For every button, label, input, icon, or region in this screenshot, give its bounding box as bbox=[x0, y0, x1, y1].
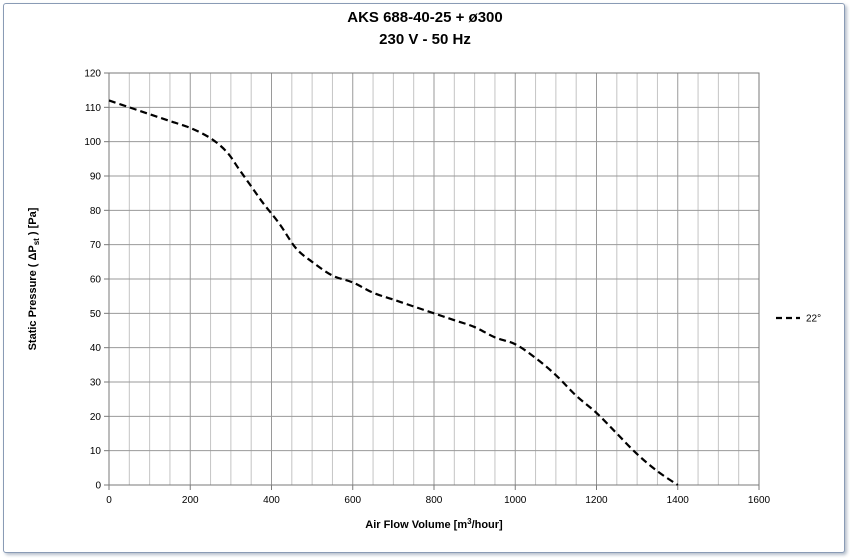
legend-label-22deg: 22° bbox=[806, 314, 821, 325]
x-tick-label: 400 bbox=[263, 495, 280, 506]
y-tick-label: 120 bbox=[84, 69, 101, 80]
chart-frame bbox=[3, 3, 845, 553]
x-tick-label: 0 bbox=[106, 495, 112, 506]
y-tick-label: 10 bbox=[90, 446, 102, 457]
x-axis-label-sup: 3 bbox=[467, 517, 472, 526]
y-tick-label: 50 bbox=[90, 309, 102, 320]
y-tick-label: 0 bbox=[95, 481, 101, 492]
y-axis-label-rest: ) [Pa] bbox=[27, 207, 39, 238]
chart-title: AKS 688-40-25 + ø300 bbox=[347, 9, 503, 26]
y-tick-label: 110 bbox=[85, 103, 101, 114]
legend: 22° bbox=[776, 314, 821, 325]
y-axis-label: Static Pressure ( ΔPst ) [Pa] bbox=[27, 207, 41, 350]
y-tick-label: 30 bbox=[90, 378, 102, 389]
y-tick-label: 100 bbox=[84, 137, 101, 148]
x-tick-label: 1000 bbox=[504, 495, 527, 506]
chart-subtitle: 230 V - 50 Hz bbox=[379, 31, 471, 48]
x-tick-label: 200 bbox=[182, 495, 199, 506]
x-axis-label: Air Flow Volume [m3/hour] bbox=[365, 517, 503, 531]
x-tick-label: 1400 bbox=[667, 495, 690, 506]
y-tick-label: 20 bbox=[90, 412, 102, 423]
x-tick-label: 1600 bbox=[748, 495, 771, 506]
y-tick-label: 70 bbox=[90, 240, 102, 251]
grid bbox=[104, 72, 760, 490]
x-tick-label: 800 bbox=[426, 495, 443, 506]
x-tick-label: 600 bbox=[344, 495, 361, 506]
plot-area-border bbox=[108, 72, 760, 486]
y-tick-label: 80 bbox=[90, 206, 102, 217]
y-axis-label-sub: st bbox=[32, 238, 41, 245]
x-tick-label: 1200 bbox=[585, 495, 608, 506]
y-tick-label: 60 bbox=[90, 275, 102, 286]
y-axis-label-text: Static Pressure ( ΔP bbox=[27, 245, 39, 350]
y-tick-label: 90 bbox=[90, 172, 102, 183]
y-tick-label: 40 bbox=[90, 343, 102, 354]
x-axis-label-text: Air Flow Volume [m bbox=[365, 519, 467, 531]
x-axis-label-rest: /hour] bbox=[472, 519, 503, 531]
